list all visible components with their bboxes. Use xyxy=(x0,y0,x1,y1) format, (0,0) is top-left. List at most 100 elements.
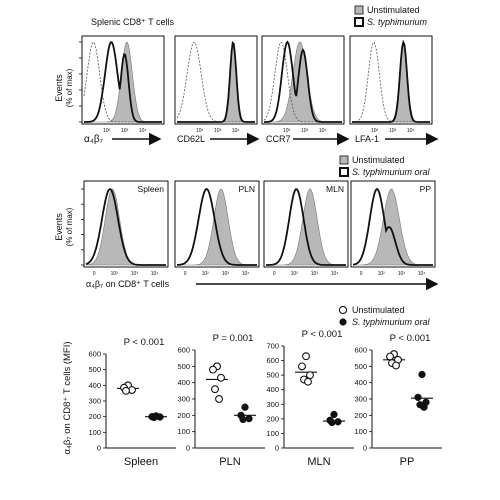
y-tick-label: 300 xyxy=(177,395,190,404)
dotplot-pp: 0 100 200 300 400 500 600 P < 0.001 PP xyxy=(354,333,442,468)
point-unstimulated xyxy=(304,377,312,386)
x-tick-label: 10⁴ xyxy=(242,271,250,277)
x-tick-label: 10³ xyxy=(214,128,222,134)
histogram-stimulated xyxy=(266,188,346,266)
y-tick-label: 500 xyxy=(354,362,367,371)
y-tick-label: 200 xyxy=(266,414,279,423)
row-a-marker-2: CD62L xyxy=(177,134,205,144)
row-a-ylabel-2: (% of max) xyxy=(65,68,74,107)
point-stimulated xyxy=(150,413,158,422)
point-unstimulated xyxy=(298,362,306,371)
p-value: P = 0.001 xyxy=(213,333,254,344)
histogram-stimulated xyxy=(352,187,433,266)
panel-title: PP xyxy=(420,184,432,194)
y-tick-label: 0 xyxy=(275,444,279,453)
row-b-panel-3: MLN 0 10² 10³ 10⁴ xyxy=(263,180,349,277)
legend-swatch-stimulated xyxy=(339,167,349,177)
point-stimulated xyxy=(414,393,422,402)
y-tick-label: 200 xyxy=(354,411,367,420)
p-value: P < 0.001 xyxy=(124,337,165,348)
y-tick-label: 600 xyxy=(88,350,101,359)
row-c-legend: Unstimulated S. typhimurium oral xyxy=(338,305,431,327)
point-stimulated xyxy=(239,415,247,424)
y-tick-label: 600 xyxy=(354,346,367,355)
point-stimulated xyxy=(334,418,342,426)
x-tick-label: 10² xyxy=(283,128,291,134)
x-tick-label: 10³ xyxy=(398,271,406,277)
x-tick-label: 0 xyxy=(360,271,363,277)
histogram-isotype xyxy=(83,41,162,123)
legend-label-stimulated: S. typhimurium oral xyxy=(352,317,431,327)
legend-marker-open-circle xyxy=(338,305,348,315)
legend-swatch-stimulated xyxy=(354,17,364,27)
x-tick-label: 0 xyxy=(93,271,96,277)
x-tick-label: 10⁴ xyxy=(151,271,159,277)
histogram-stimulated xyxy=(177,40,255,123)
histogram-stimulated xyxy=(84,41,162,123)
y-tick-label: 500 xyxy=(266,371,279,380)
y-tick-label: 0 xyxy=(186,444,190,453)
y-tick-label: 200 xyxy=(88,412,101,421)
y-tick-label: 0 xyxy=(363,444,367,453)
histogram-stimulated xyxy=(177,187,257,266)
x-tick-label: 0 xyxy=(273,271,276,277)
x-tick-label: 10² xyxy=(378,271,386,277)
y-tick-label: 400 xyxy=(266,385,279,394)
point-unstimulated xyxy=(122,386,130,395)
row-a-panel-4: 10² 10³ 10⁴ xyxy=(349,35,433,134)
x-tick-label: 10² xyxy=(371,128,379,134)
histogram-stimulated xyxy=(352,39,430,123)
x-tick-label: 10⁴ xyxy=(331,271,339,277)
y-tick-label: 200 xyxy=(177,411,190,420)
y-tick-label: 100 xyxy=(88,428,101,437)
x-tick-label: 10² xyxy=(291,271,299,277)
y-tick-label: 700 xyxy=(266,342,279,351)
panel-title: PLN xyxy=(238,184,255,194)
row-c-ylabel: α₄β₇ on CD8⁺ T cells (MFI) xyxy=(62,341,73,454)
point-stimulated xyxy=(330,410,338,419)
point-unstimulated xyxy=(217,373,225,382)
x-tick-label: 10² xyxy=(202,271,210,277)
x-tick-label: 10⁴ xyxy=(418,271,426,277)
row-a-ylabel-1: Events xyxy=(54,74,64,102)
point-stimulated xyxy=(418,370,426,379)
y-tick-label: 600 xyxy=(266,356,279,365)
point-stimulated xyxy=(420,403,428,411)
x-tick-label: 10² xyxy=(103,128,111,134)
point-unstimulated xyxy=(215,395,223,403)
x-tick-label: 10³ xyxy=(301,128,309,134)
category-label: Spleen xyxy=(124,456,158,468)
dotplot-spleen: 0 100 200 300 400 500 600 P < 0.001 Spleen xyxy=(88,337,176,468)
x-tick-label: 10⁴ xyxy=(407,128,415,134)
legend-swatch-unstimulated xyxy=(354,5,364,15)
legend-marker-filled-circle xyxy=(339,318,347,326)
y-tick-label: 500 xyxy=(88,365,101,374)
x-tick-label: 10⁴ xyxy=(232,128,240,134)
dotplot-pln: 0 100 200 300 400 500 600 P = 0.001 PLN xyxy=(177,333,265,468)
point-unstimulated xyxy=(386,352,394,361)
x-tick-label: 10² xyxy=(196,128,204,134)
row-a-legend: Unstimulated S. typhimurium xyxy=(354,5,428,27)
point-unstimulated xyxy=(392,361,400,370)
category-label: PLN xyxy=(219,456,240,468)
legend-label-stimulated: S. typhimurium xyxy=(367,17,428,27)
x-tick-label: 10² xyxy=(111,271,119,277)
x-tick-label: 10³ xyxy=(311,271,319,277)
row-a-panel-2: 10² 10³ 10⁴ xyxy=(174,35,258,134)
x-tick-label: 10³ xyxy=(131,271,139,277)
y-tick-label: 300 xyxy=(354,395,367,404)
x-tick-label: 10³ xyxy=(222,271,230,277)
x-tick-label: 0 xyxy=(184,271,187,277)
row-b-panel-4: PP 0 10² 10³ 10⁴ xyxy=(350,180,436,277)
legend-label-stimulated: S. typhimurium oral xyxy=(352,167,431,177)
x-tick-label: 10³ xyxy=(389,128,397,134)
row-a-panel-1: 10² 10³ 10⁴ xyxy=(81,35,165,134)
histogram-stimulated xyxy=(264,40,342,123)
point-stimulated xyxy=(156,413,164,421)
row-b-y-ticks xyxy=(81,188,84,266)
x-tick-label: 10³ xyxy=(121,128,129,134)
point-unstimulated xyxy=(302,352,310,361)
row-a-histograms: 10² 10³ 10⁴ 10² 10³ 10⁴ 10² 10³ 10⁴ 10² 10³ 10⁴ xyxy=(79,35,433,134)
row-a-panel-3: 10² 10³ 10⁴ xyxy=(261,35,345,134)
